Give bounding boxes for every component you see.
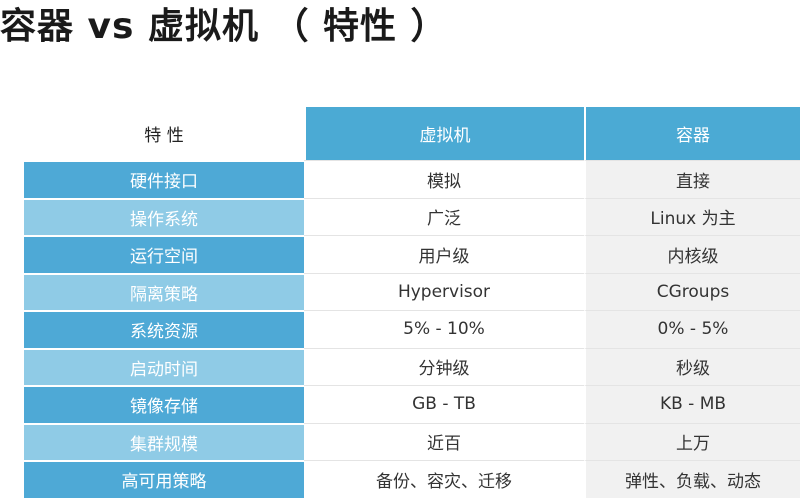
row-container-value: 直接 — [584, 160, 800, 198]
row-vm-value: 模拟 — [304, 160, 584, 198]
row-vm-value: 广泛 — [304, 197, 584, 235]
header-vm: 虚拟机 — [304, 107, 584, 160]
comparison-table: 特 性 虚拟机 容器 硬件接口 模拟 直接 操作系统 广泛 Linux 为主 运… — [24, 107, 800, 498]
row-container-value: CGroups — [584, 272, 800, 310]
row-feature: 高可用策略 — [24, 460, 304, 498]
page-title: 容器 vs 虚拟机 （ 特性 ） — [0, 6, 448, 47]
row-feature: 操作系统 — [24, 197, 304, 235]
row-container-value: 内核级 — [584, 235, 800, 273]
row-vm-value: 5% - 10% — [304, 310, 584, 348]
row-vm-value: 备份、容灾、迁移 — [304, 460, 584, 498]
row-feature: 运行空间 — [24, 235, 304, 273]
row-feature: 镜像存储 — [24, 385, 304, 423]
row-vm-value: 用户级 — [304, 235, 584, 273]
row-container-value: 0% - 5% — [584, 310, 800, 348]
row-vm-value: GB - TB — [304, 385, 584, 423]
header-feature: 特 性 — [24, 107, 304, 160]
row-container-value: 秒级 — [584, 347, 800, 385]
row-feature: 硬件接口 — [24, 160, 304, 198]
row-container-value: 弹性、负载、动态 — [584, 460, 800, 498]
header-container: 容器 — [584, 107, 800, 160]
row-vm-value: Hypervisor — [304, 272, 584, 310]
row-vm-value: 近百 — [304, 422, 584, 460]
row-container-value: 上万 — [584, 422, 800, 460]
row-feature: 隔离策略 — [24, 272, 304, 310]
row-feature: 系统资源 — [24, 310, 304, 348]
row-feature: 集群规模 — [24, 422, 304, 460]
row-container-value: Linux 为主 — [584, 197, 800, 235]
row-vm-value: 分钟级 — [304, 347, 584, 385]
row-feature: 启动时间 — [24, 347, 304, 385]
row-container-value: KB - MB — [584, 385, 800, 423]
